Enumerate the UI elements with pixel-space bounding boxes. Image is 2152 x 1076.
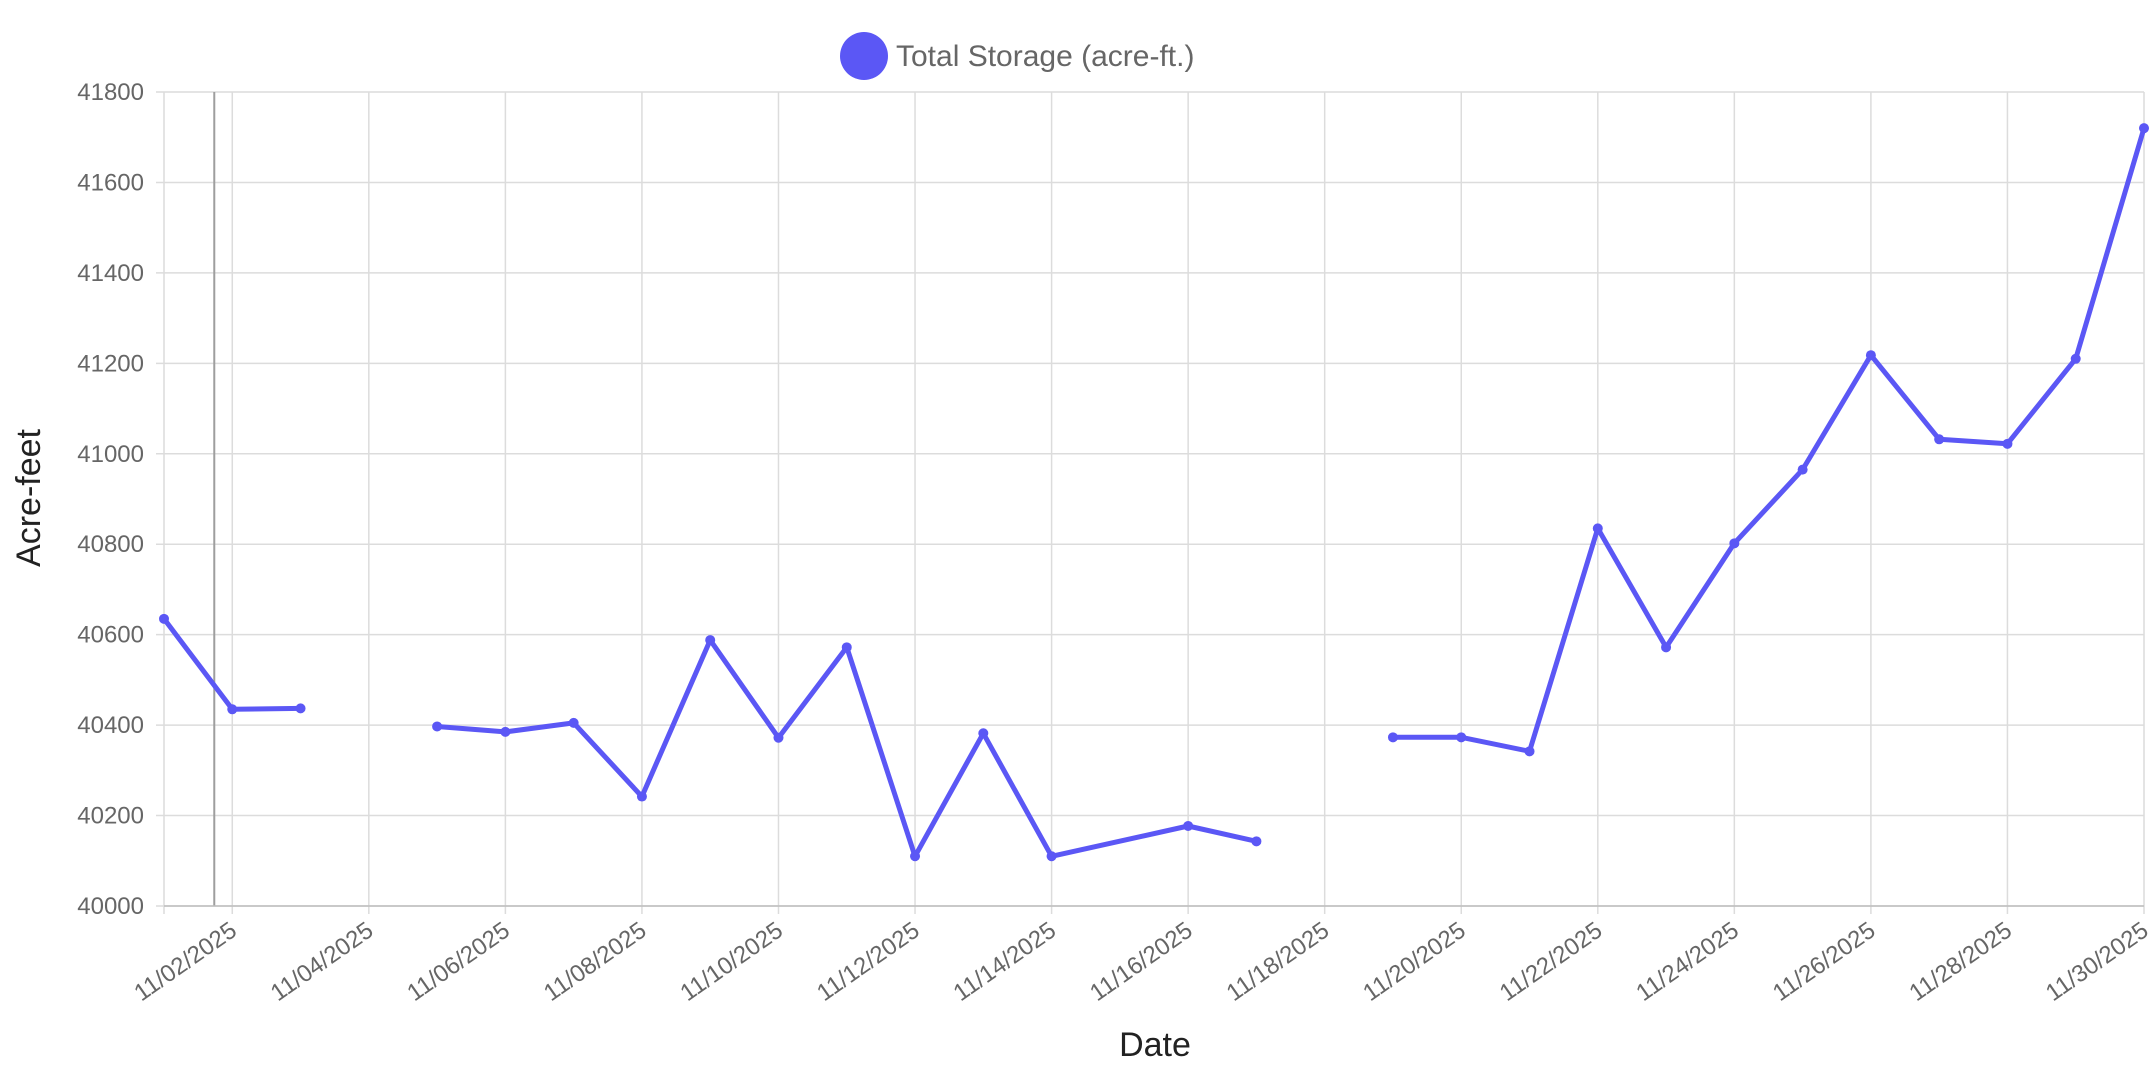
x-tick-label: 11/10/2025: [675, 917, 787, 1007]
data-point[interactable]: [841, 642, 852, 653]
data-point[interactable]: [636, 791, 647, 802]
x-tick-label: 11/04/2025: [266, 917, 378, 1007]
data-point[interactable]: [1661, 642, 1672, 653]
x-tick-label: 11/18/2025: [1222, 917, 1334, 1007]
y-tick-label: 41400: [77, 260, 144, 287]
y-tick-label: 41600: [77, 169, 144, 196]
legend-label[interactable]: Total Storage (acre-ft.): [896, 40, 1194, 73]
data-point[interactable]: [1592, 523, 1603, 534]
data-point[interactable]: [1797, 464, 1808, 475]
x-tick-label: 11/20/2025: [1358, 917, 1470, 1007]
series-line: [434, 637, 1259, 859]
y-axis-ticks: 40000 40200 40400 40600 40800 41000 41200 41400…: [77, 79, 144, 920]
grid: [156, 91, 2145, 914]
data-point[interactable]: [432, 721, 443, 732]
x-tick-label: 11/26/2025: [1768, 917, 1880, 1007]
x-tick-label: 11/24/2025: [1631, 917, 1743, 1007]
data-point[interactable]: [1183, 820, 1194, 831]
y-tick-label: 40800: [77, 531, 144, 558]
data-point[interactable]: [1865, 350, 1876, 361]
data-point[interactable]: [1729, 538, 1740, 549]
data-point[interactable]: [1524, 746, 1535, 757]
x-tick-label: 11/02/2025: [129, 917, 241, 1007]
y-tick-label: 40000: [77, 893, 144, 920]
data-point[interactable]: [159, 613, 169, 624]
data-point[interactable]: [227, 704, 238, 715]
legend[interactable]: Total Storage (acre-ft.): [840, 32, 1194, 80]
x-tick-label: 11/16/2025: [1085, 917, 1197, 1007]
legend-swatch[interactable]: [840, 32, 888, 80]
x-tick-label: 11/22/2025: [1495, 917, 1607, 1007]
data-point[interactable]: [705, 635, 716, 646]
data-point[interactable]: [500, 726, 511, 737]
x-tick-label: 11/30/2025: [2041, 917, 2152, 1007]
data-point[interactable]: [2002, 438, 2013, 449]
data-point[interactable]: [773, 732, 784, 743]
y-tick-label: 40200: [77, 803, 144, 830]
y-axis-title: Acre-feet: [10, 428, 48, 566]
series: [159, 123, 2149, 862]
y-tick-label: 41000: [77, 441, 144, 468]
data-point[interactable]: [978, 728, 989, 739]
series-line: [1390, 125, 2147, 754]
y-tick-label: 41200: [77, 350, 144, 377]
x-tick-label: 11/14/2025: [949, 917, 1061, 1007]
y-tick-label: 40600: [77, 622, 144, 649]
data-point[interactable]: [2139, 123, 2149, 134]
x-tick-label: 11/28/2025: [1904, 917, 2016, 1007]
data-point[interactable]: [1387, 732, 1398, 743]
x-axis-ticks: 11/02/2025 11/04/2025 11/06/2025 11/08/2025…: [129, 917, 2152, 1007]
data-point[interactable]: [1046, 851, 1057, 862]
axes: [164, 92, 2144, 907]
y-tick-label: 41800: [77, 79, 144, 106]
y-tick-label: 40400: [77, 712, 144, 739]
data-point[interactable]: [910, 851, 921, 862]
data-point[interactable]: [1456, 732, 1467, 743]
data-point[interactable]: [295, 703, 306, 714]
data-point[interactable]: [1251, 836, 1262, 847]
data-point[interactable]: [2070, 353, 2081, 364]
x-axis-title: Date: [1119, 1026, 1191, 1064]
data-point[interactable]: [1934, 434, 1945, 445]
x-tick-label: 11/06/2025: [402, 917, 514, 1007]
x-tick-label: 11/12/2025: [812, 917, 924, 1007]
data-point[interactable]: [568, 717, 579, 728]
x-tick-label: 11/08/2025: [539, 917, 651, 1007]
